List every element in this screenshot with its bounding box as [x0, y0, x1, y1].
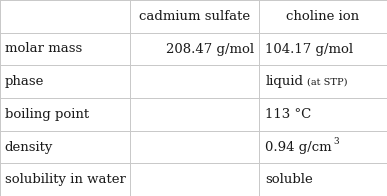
- Text: choline ion: choline ion: [286, 10, 359, 23]
- Text: phase: phase: [5, 75, 44, 88]
- Text: 113 °C: 113 °C: [265, 108, 312, 121]
- Text: molar mass: molar mass: [5, 43, 82, 55]
- Text: (at STP): (at STP): [307, 77, 348, 86]
- Text: 104.17 g/mol: 104.17 g/mol: [265, 43, 354, 55]
- Text: 0.94 g/cm: 0.94 g/cm: [265, 141, 332, 153]
- Text: soluble: soluble: [265, 173, 313, 186]
- Text: density: density: [5, 141, 53, 153]
- Text: 3: 3: [333, 137, 339, 146]
- Text: boiling point: boiling point: [5, 108, 89, 121]
- Text: solubility in water: solubility in water: [5, 173, 125, 186]
- Text: liquid: liquid: [265, 75, 303, 88]
- Text: 208.47 g/mol: 208.47 g/mol: [166, 43, 254, 55]
- Text: cadmium sulfate: cadmium sulfate: [139, 10, 250, 23]
